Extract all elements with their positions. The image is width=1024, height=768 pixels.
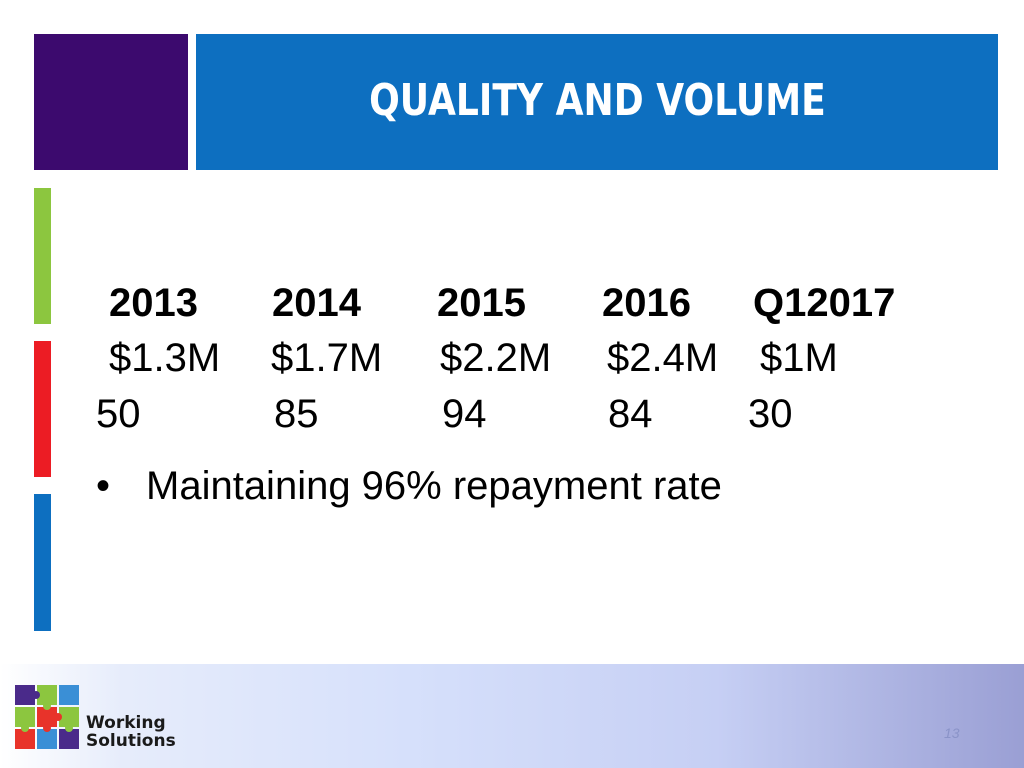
amount-2014: $1.7M xyxy=(271,336,383,380)
footer-band xyxy=(0,664,1024,768)
bullet-marker: • xyxy=(96,464,111,508)
amount-2015: $2.2M xyxy=(440,336,552,380)
bullet-item: • Maintaining 96% repayment rate xyxy=(96,464,722,509)
blue-accent-bar xyxy=(34,494,51,631)
count-2013: 50 xyxy=(96,392,141,436)
page-number: 13 xyxy=(944,725,960,741)
count-q12017: 30 xyxy=(748,392,793,436)
slide-content: 2013 2014 2015 2016 Q12017 $1.3M $1.7M $… xyxy=(96,281,896,509)
count-2014: 85 xyxy=(274,392,319,436)
year-q12017: Q12017 xyxy=(753,281,896,325)
amount-q12017: $1M xyxy=(760,336,838,380)
logo-line-2: Solutions xyxy=(86,731,176,751)
red-accent-bar xyxy=(34,341,51,477)
year-2014: 2014 xyxy=(272,281,361,325)
amount-2016: $2.4M xyxy=(607,336,719,380)
purple-accent-block xyxy=(34,34,188,170)
amount-2013: $1.3M xyxy=(109,336,221,380)
bullet-text: Maintaining 96% repayment rate xyxy=(146,464,722,508)
year-2013: 2013 xyxy=(109,281,198,325)
green-accent-bar xyxy=(34,188,51,324)
year-2015: 2015 xyxy=(437,281,526,325)
count-2016: 84 xyxy=(608,392,653,436)
count-2015: 94 xyxy=(442,392,487,436)
working-solutions-logo: Working Solutions xyxy=(14,684,182,754)
puzzle-logo-icon xyxy=(15,685,79,749)
year-2016: 2016 xyxy=(602,281,691,325)
logo-line-1: Working xyxy=(86,713,166,733)
title-bar: Quality and Volume xyxy=(196,34,998,170)
logo-wordmark: Working Solutions xyxy=(86,714,176,750)
slide-title: Quality and Volume xyxy=(368,74,826,126)
